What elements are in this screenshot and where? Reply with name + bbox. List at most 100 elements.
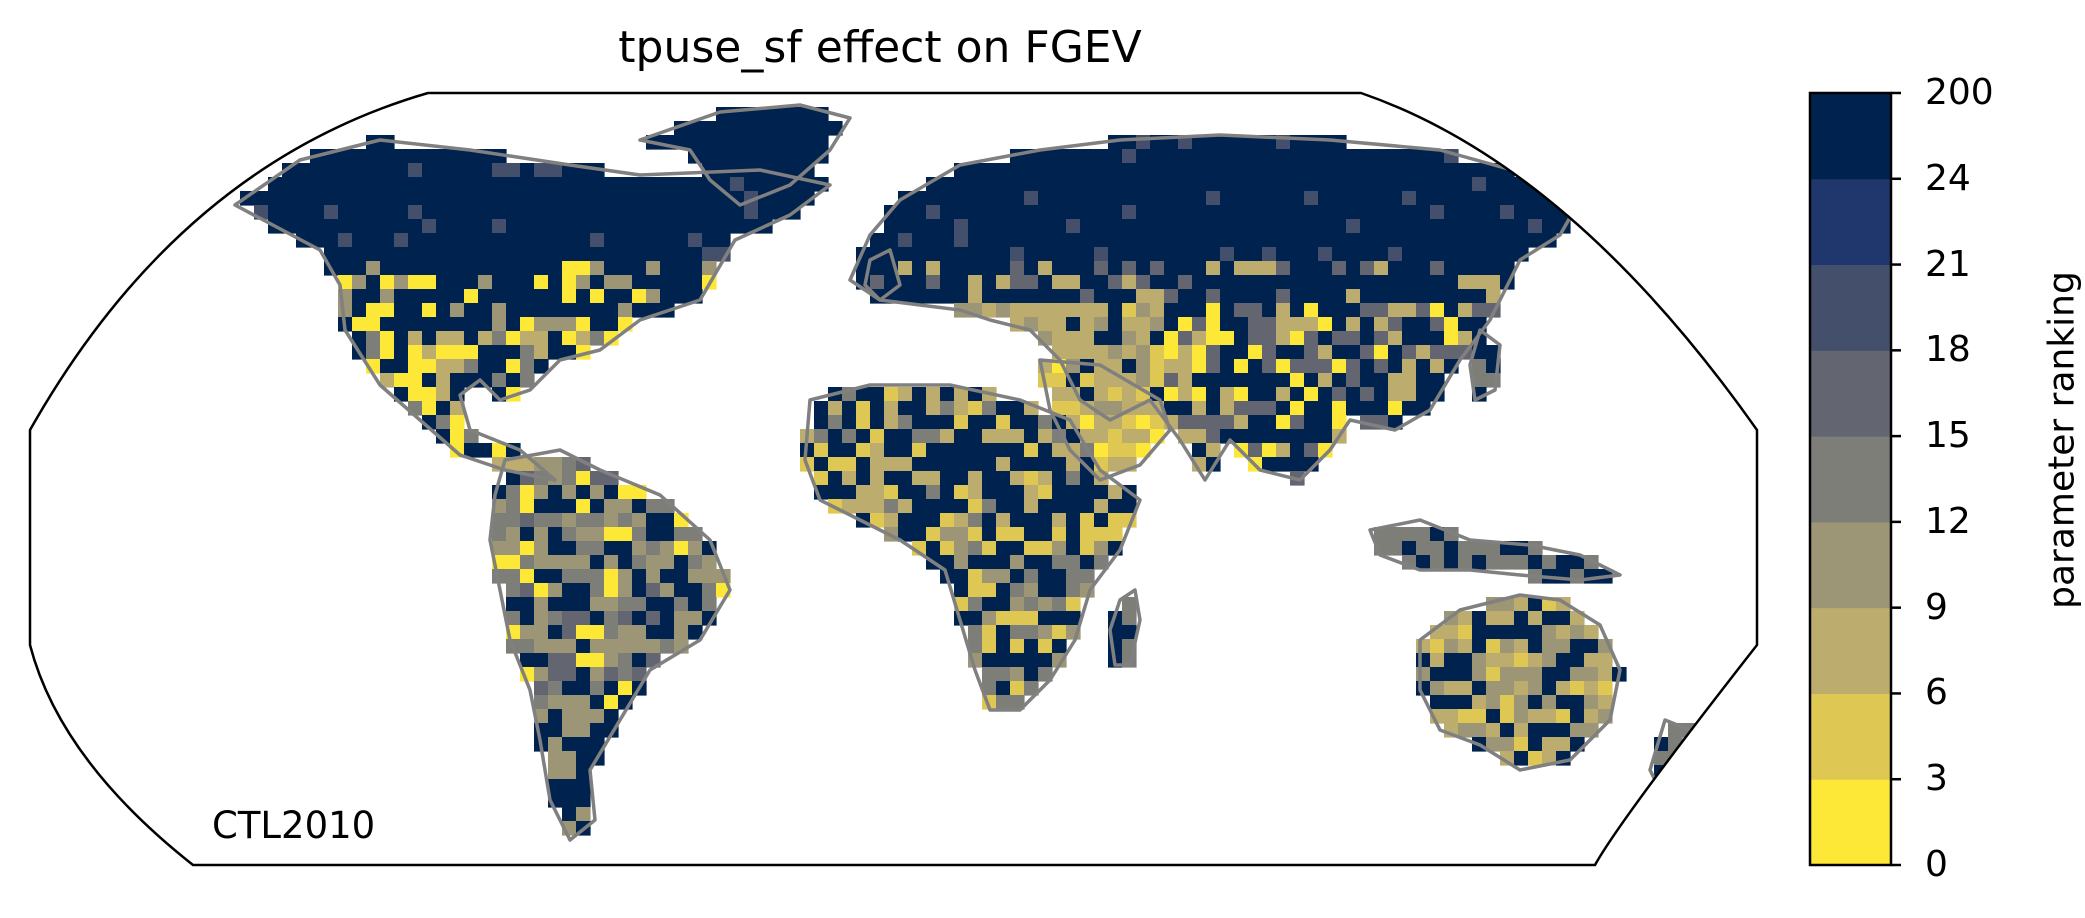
land-cell (576, 723, 591, 738)
land-cell (954, 191, 969, 206)
land-cell (562, 751, 577, 766)
land-cell (1164, 317, 1179, 332)
land-cell (1514, 695, 1529, 710)
land-cell (1570, 723, 1585, 738)
land-cell (632, 289, 647, 304)
land-cell (1332, 219, 1347, 234)
land-cell (1556, 639, 1571, 654)
land-cell (1500, 191, 1515, 206)
land-cell (1066, 513, 1081, 528)
land-cell (660, 191, 675, 206)
land-cell (464, 219, 479, 234)
land-cell (534, 583, 549, 598)
land-cell (1276, 317, 1291, 332)
land-cell (1150, 345, 1165, 360)
land-cell (674, 219, 689, 234)
land-cell (1346, 219, 1361, 234)
land-cell (1304, 261, 1319, 276)
land-cell (1220, 373, 1235, 388)
land-cell (1444, 205, 1459, 220)
land-cell (562, 471, 577, 486)
land-cell (534, 625, 549, 640)
land-cell (688, 219, 703, 234)
land-cell (604, 485, 619, 500)
land-cell (562, 793, 577, 808)
land-cell (464, 275, 479, 290)
land-cell (632, 219, 647, 234)
land-cell (604, 653, 619, 668)
land-cell (1220, 303, 1235, 318)
land-cell (618, 681, 633, 696)
land-cell (1304, 457, 1319, 472)
land-cell (1024, 625, 1039, 640)
land-cell (1472, 205, 1487, 220)
land-cell (1108, 219, 1123, 234)
land-cell (982, 667, 997, 682)
land-cell (1262, 359, 1277, 374)
land-cell (842, 429, 857, 444)
land-cell (1472, 639, 1487, 654)
land-cell (926, 261, 941, 276)
land-cell (1458, 695, 1473, 710)
land-cell (1220, 191, 1235, 206)
land-cell (1402, 289, 1417, 304)
land-cell (422, 261, 437, 276)
land-cell (632, 569, 647, 584)
land-cell (1430, 205, 1445, 220)
land-cell (660, 289, 675, 304)
land-cell (576, 597, 591, 612)
land-cell (1276, 191, 1291, 206)
land-cell (996, 555, 1011, 570)
land-cell (562, 485, 577, 500)
land-cell (926, 247, 941, 262)
land-cell (1528, 219, 1543, 234)
land-cell (436, 373, 451, 388)
land-cell (1108, 261, 1123, 276)
land-cell (1248, 177, 1263, 192)
land-cell (618, 275, 633, 290)
land-cell (1066, 177, 1081, 192)
land-cell (436, 317, 451, 332)
land-cell (1528, 695, 1543, 710)
land-cell (1262, 373, 1277, 388)
land-cell (744, 177, 759, 192)
land-cell (1374, 527, 1389, 542)
land-cell (1500, 233, 1515, 248)
land-cell (324, 163, 339, 178)
land-cell (478, 261, 493, 276)
land-cell (1500, 219, 1515, 234)
land-cell (940, 205, 955, 220)
land-cell (352, 247, 367, 262)
land-cell (1346, 289, 1361, 304)
land-cell (492, 317, 507, 332)
land-cell (1052, 261, 1067, 276)
land-cell (940, 527, 955, 542)
land-cell (842, 401, 857, 416)
land-cell (1010, 415, 1025, 430)
land-cell (968, 569, 983, 584)
land-cell (968, 485, 983, 500)
land-cell (1318, 275, 1333, 290)
land-cell (1024, 527, 1039, 542)
land-cell (1262, 443, 1277, 458)
colorbar-bin (1810, 607, 1891, 694)
land-cell (1248, 359, 1263, 374)
land-cell (1458, 667, 1473, 682)
land-cell (1458, 247, 1473, 262)
land-cell (1276, 359, 1291, 374)
land-cell (1346, 233, 1361, 248)
land-cell (1192, 219, 1207, 234)
land-cell (1444, 261, 1459, 276)
land-cell (548, 723, 563, 738)
land-cell (1024, 513, 1039, 528)
land-cell (338, 149, 353, 164)
land-cell (534, 597, 549, 612)
land-cell (576, 275, 591, 290)
land-cell (1080, 415, 1095, 430)
land-cell (1290, 177, 1305, 192)
land-cell (1066, 583, 1081, 598)
land-cell (996, 275, 1011, 290)
colorbar-tick-label: 3 (1925, 758, 1948, 800)
land-cell (1024, 471, 1039, 486)
land-cell (1024, 583, 1039, 598)
